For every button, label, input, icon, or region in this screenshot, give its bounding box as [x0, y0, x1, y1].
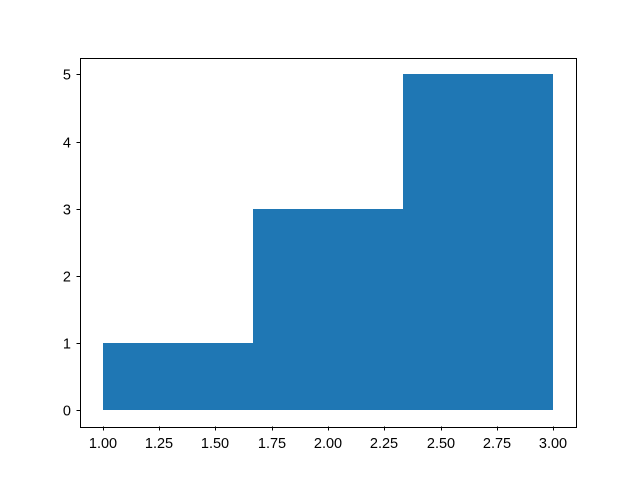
svg-text:5: 5 [63, 68, 71, 84]
svg-text:3: 3 [63, 203, 71, 219]
svg-text:1.25: 1.25 [145, 436, 173, 452]
svg-text:2.25: 2.25 [370, 436, 398, 452]
svg-text:0: 0 [63, 404, 71, 420]
svg-text:3.00: 3.00 [539, 436, 567, 452]
svg-text:2.00: 2.00 [314, 436, 342, 452]
svg-text:2.50: 2.50 [427, 436, 455, 452]
svg-text:2.75: 2.75 [483, 436, 511, 452]
svg-text:1.50: 1.50 [201, 436, 229, 452]
svg-text:1: 1 [63, 337, 71, 353]
svg-text:2: 2 [63, 270, 71, 286]
svg-text:1.00: 1.00 [89, 436, 117, 452]
svg-text:4: 4 [63, 136, 71, 152]
svg-text:1.75: 1.75 [258, 436, 286, 452]
